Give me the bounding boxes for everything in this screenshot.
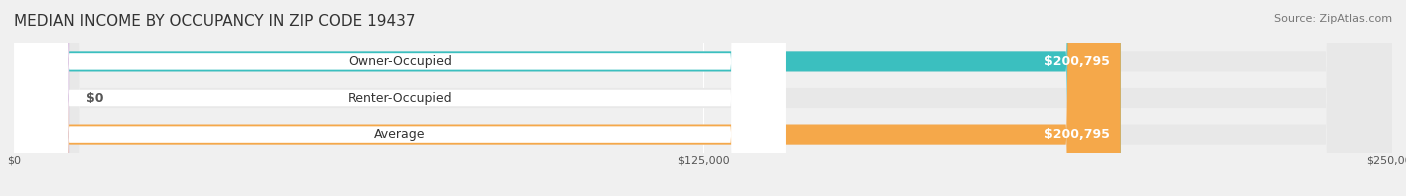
Text: $200,795: $200,795	[1043, 128, 1109, 141]
FancyBboxPatch shape	[14, 0, 1392, 196]
Text: Owner-Occupied: Owner-Occupied	[347, 55, 451, 68]
FancyBboxPatch shape	[14, 0, 786, 196]
FancyBboxPatch shape	[14, 0, 1121, 196]
Text: Source: ZipAtlas.com: Source: ZipAtlas.com	[1274, 14, 1392, 24]
Text: $200,795: $200,795	[1043, 55, 1109, 68]
Text: MEDIAN INCOME BY OCCUPANCY IN ZIP CODE 19437: MEDIAN INCOME BY OCCUPANCY IN ZIP CODE 1…	[14, 14, 416, 29]
FancyBboxPatch shape	[14, 0, 1121, 196]
Text: $0: $0	[86, 92, 103, 104]
FancyBboxPatch shape	[14, 0, 786, 196]
Text: Average: Average	[374, 128, 426, 141]
Text: Renter-Occupied: Renter-Occupied	[347, 92, 453, 104]
FancyBboxPatch shape	[14, 0, 69, 196]
FancyBboxPatch shape	[14, 0, 1392, 196]
FancyBboxPatch shape	[14, 0, 1392, 196]
FancyBboxPatch shape	[14, 0, 786, 196]
